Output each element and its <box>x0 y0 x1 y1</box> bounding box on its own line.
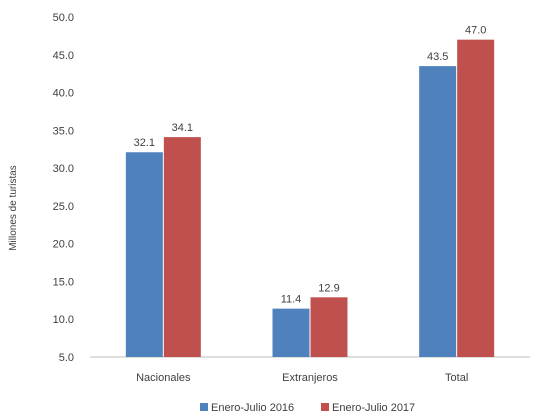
bar <box>419 66 457 357</box>
category-labels-group: Nacionales Extranjeros Total <box>136 372 468 384</box>
y-tick-label: 50.0 <box>53 12 74 24</box>
data-label: 12.9 <box>318 282 339 294</box>
data-label: 11.4 <box>281 294 302 306</box>
bar <box>163 137 201 357</box>
y-tick-label: 5.0 <box>59 352 74 364</box>
category-label: Total <box>445 372 468 384</box>
y-tick-label: 30.0 <box>53 163 74 175</box>
y-tick-label: 15.0 <box>53 276 74 288</box>
y-axis-tick-labels: 5.0 10.0 15.0 20.0 25.0 30.0 35.0 40.0 45.0 50.0 <box>53 12 74 364</box>
bar <box>125 152 163 357</box>
data-label: 32.1 <box>134 137 155 149</box>
data-label: 34.1 <box>172 122 193 134</box>
legend-swatch <box>200 403 208 411</box>
y-tick-label: 40.0 <box>53 88 74 100</box>
legend-label: Enero-Julio 2016 <box>211 402 294 414</box>
data-labels-group: 32.1 34.1 11.4 12.9 43.5 47.0 <box>134 25 487 306</box>
bar <box>457 39 495 358</box>
bars-group <box>125 39 495 358</box>
category-label: Nacionales <box>136 372 191 384</box>
y-tick-label: 35.0 <box>53 125 74 137</box>
y-tick-label: 10.0 <box>53 314 74 326</box>
legend-label: Enero-Julio 2017 <box>332 402 415 414</box>
category-label: Extranjeros <box>282 372 338 384</box>
y-tick-label: 45.0 <box>53 50 74 62</box>
legend-swatch <box>321 403 329 411</box>
y-axis-title: Millones de turistas <box>8 165 19 251</box>
bar <box>272 308 310 357</box>
y-tick-label: 25.0 <box>53 201 74 213</box>
legend: Enero-Julio 2016 Enero-Julio 2017 <box>200 402 415 414</box>
data-label: 47.0 <box>465 25 486 37</box>
bar <box>310 297 348 357</box>
data-label: 43.5 <box>427 51 448 63</box>
y-tick-label: 20.0 <box>53 239 74 251</box>
